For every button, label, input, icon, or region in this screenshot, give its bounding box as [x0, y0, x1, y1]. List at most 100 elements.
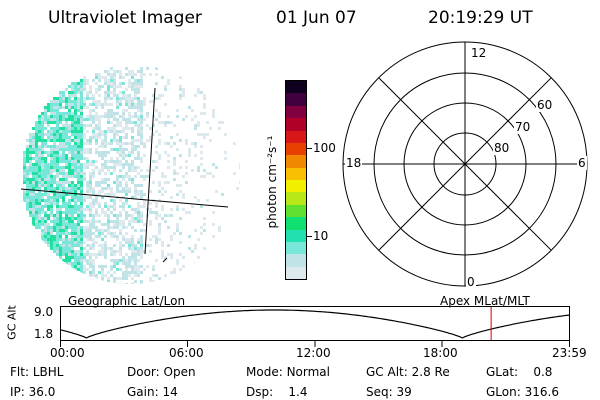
globe-pixel — [143, 250, 146, 253]
globe-pixel — [47, 235, 50, 238]
globe-pixel — [176, 172, 179, 175]
globe-pixel — [83, 106, 86, 109]
globe-pixel — [62, 145, 65, 148]
globe-pixel — [74, 184, 77, 187]
globe-pixel — [98, 181, 101, 184]
globe-pixel — [188, 151, 191, 154]
globe-pixel — [44, 163, 47, 166]
globe-pixel — [86, 130, 89, 133]
globe-pixel — [137, 190, 140, 193]
globe-pixel — [83, 247, 86, 250]
globe-pixel — [122, 142, 125, 145]
globe-pixel — [68, 148, 71, 151]
globe-pixel — [74, 118, 77, 121]
globe-pixel — [65, 136, 68, 139]
globe-pixel — [26, 148, 29, 151]
globe-pixel — [35, 202, 38, 205]
globe-pixel — [35, 217, 38, 220]
globe-pixel — [41, 139, 44, 142]
globe-pixel — [113, 232, 116, 235]
globe-pixel — [107, 223, 110, 226]
globe-pixel — [62, 100, 65, 103]
globe-pixel — [134, 103, 137, 106]
globe-pixel — [71, 244, 74, 247]
globe-pixel — [44, 109, 47, 112]
globe-pixel — [47, 172, 50, 175]
globe-pixel — [134, 274, 137, 277]
globe-pixel — [101, 211, 104, 214]
globe-pixel — [65, 238, 68, 241]
globe-pixel — [83, 259, 86, 262]
globe-pixel — [68, 232, 71, 235]
globe-pixel — [119, 283, 122, 284]
globe-pixel — [119, 136, 122, 139]
globe-pixel — [155, 118, 158, 121]
globe-pixel — [74, 157, 77, 160]
globe-pixel — [110, 79, 113, 82]
globe-pixel — [221, 121, 224, 124]
globe-pixel — [170, 253, 173, 256]
globe-pixel — [68, 181, 71, 184]
globe-pixel — [155, 214, 158, 217]
globe-pixel — [137, 127, 140, 130]
globe-pixel — [98, 115, 101, 118]
globe-pixel — [95, 112, 98, 115]
globe-pixel — [98, 250, 101, 253]
globe-pixel — [71, 145, 74, 148]
globe-pixel — [26, 169, 29, 172]
globe-pixel — [74, 211, 77, 214]
globe-pixel — [101, 253, 104, 256]
globe-pixel — [209, 172, 212, 175]
globe-pixel — [41, 169, 44, 172]
globe-pixel — [65, 112, 68, 115]
globe-pixel — [116, 112, 119, 115]
globe-pixel — [62, 172, 65, 175]
globe-pixel — [68, 163, 71, 166]
globe-pixel — [68, 223, 71, 226]
colorbar-swatch — [286, 118, 306, 131]
globe-pixel — [134, 85, 137, 88]
globe-pixel — [143, 193, 146, 196]
globe-pixel — [50, 214, 53, 217]
globe-pixel — [158, 190, 161, 193]
globe-pixel — [62, 253, 65, 256]
globe-pixel — [32, 148, 35, 151]
globe-pixel — [134, 280, 137, 283]
globe-pixel — [41, 160, 44, 163]
globe-pixel — [53, 121, 56, 124]
globe-pixel — [113, 271, 116, 274]
globe-pixel — [68, 190, 71, 193]
globe-pixel — [110, 157, 113, 160]
globe-pixel — [125, 268, 128, 271]
globe-pixel — [140, 193, 143, 196]
globe-pixel — [62, 157, 65, 160]
globe-pixel — [134, 262, 137, 265]
globe-pixel — [203, 175, 206, 178]
globe-pixel — [56, 172, 59, 175]
globe-pixel — [83, 232, 86, 235]
globe-pixel — [119, 244, 122, 247]
globe-pixel — [104, 112, 107, 115]
globe-pixel — [107, 88, 110, 91]
globe-pixel — [80, 115, 83, 118]
globe-pixel — [116, 190, 119, 193]
globe-pixel — [137, 145, 140, 148]
globe-pixel — [80, 124, 83, 127]
globe-pixel — [218, 121, 221, 124]
colorbar-unit-label: photon cm⁻²s⁻¹ — [265, 135, 279, 229]
globe-pixel — [59, 145, 62, 148]
globe-pixel — [179, 217, 182, 220]
globe-pixel — [65, 142, 68, 145]
globe-pixel — [161, 121, 164, 124]
globe-pixel — [104, 211, 107, 214]
globe-pixel — [44, 226, 47, 229]
globe-pixel — [77, 121, 80, 124]
globe-pixel — [50, 133, 53, 136]
info-glat: GLat: 0.8 — [486, 365, 553, 379]
globe-pixel — [26, 208, 29, 211]
globe-pixel — [137, 274, 140, 277]
globe-pixel — [110, 250, 113, 253]
globe-pixel — [65, 172, 68, 175]
globe-pixel — [95, 202, 98, 205]
globe-pixel — [179, 184, 182, 187]
